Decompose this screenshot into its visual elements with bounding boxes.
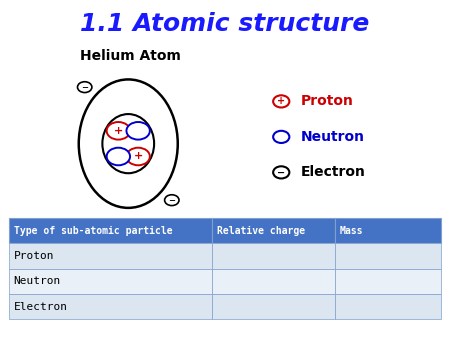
- Text: −: −: [81, 82, 88, 92]
- Bar: [212, 218, 335, 243]
- Text: Mass: Mass: [340, 226, 363, 236]
- Text: Electron: Electron: [14, 302, 68, 312]
- Circle shape: [273, 95, 289, 107]
- Bar: [9, 243, 212, 269]
- Circle shape: [165, 195, 179, 206]
- Text: Type of sub-atomic particle: Type of sub-atomic particle: [14, 226, 172, 236]
- Text: Proton: Proton: [301, 94, 354, 108]
- Bar: [335, 269, 441, 294]
- Text: Relative charge: Relative charge: [216, 226, 305, 236]
- Bar: [9, 218, 212, 243]
- Text: Neutron: Neutron: [14, 276, 61, 286]
- Circle shape: [126, 148, 150, 165]
- Circle shape: [107, 148, 130, 165]
- Bar: [335, 243, 441, 269]
- Text: 1.1 Atomic structure: 1.1 Atomic structure: [80, 11, 370, 36]
- Ellipse shape: [103, 114, 154, 173]
- Bar: [335, 294, 441, 319]
- Bar: [212, 269, 335, 294]
- Text: Helium Atom: Helium Atom: [80, 49, 181, 63]
- Bar: [212, 243, 335, 269]
- Text: Neutron: Neutron: [301, 130, 364, 144]
- Bar: [9, 269, 212, 294]
- Text: Electron: Electron: [301, 165, 365, 179]
- Circle shape: [107, 122, 130, 140]
- Text: +: +: [134, 151, 143, 162]
- Text: +: +: [277, 96, 285, 106]
- Circle shape: [273, 166, 289, 178]
- Bar: [335, 218, 441, 243]
- Text: +: +: [114, 126, 123, 136]
- Text: −: −: [168, 196, 176, 205]
- Text: −: −: [277, 167, 285, 177]
- Bar: [9, 294, 212, 319]
- Circle shape: [77, 82, 92, 93]
- Circle shape: [273, 131, 289, 143]
- Text: Proton: Proton: [14, 251, 54, 261]
- Bar: [212, 294, 335, 319]
- Circle shape: [126, 122, 150, 140]
